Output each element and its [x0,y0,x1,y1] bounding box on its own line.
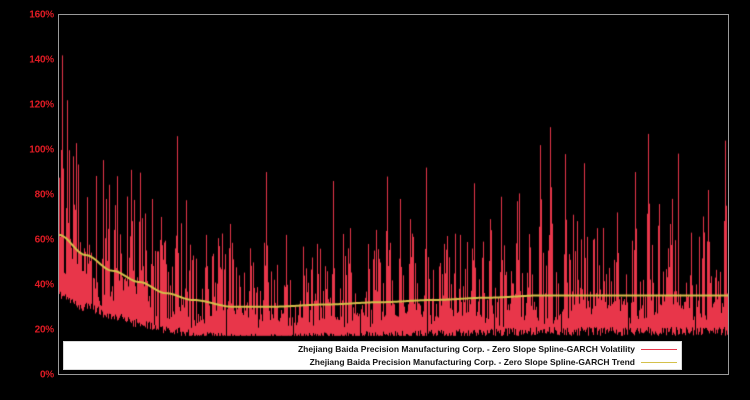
legend-row-trend: Zhejiang Baida Precision Manufacturing C… [64,356,677,369]
y-tick-label: 40% [34,279,55,291]
y-tick-label: 160% [29,9,54,21]
legend-swatch-trend [641,361,677,363]
y-tick-label: 0% [39,369,54,381]
legend-label-volatility: Zhejiang Baida Precision Manufacturing C… [297,343,635,354]
legend-label-trend: Zhejiang Baida Precision Manufacturing C… [309,356,635,367]
chart-legend: Zhejiang Baida Precision Manufacturing C… [63,341,682,370]
y-tick-label: 120% [29,99,54,111]
y-tick-label: 60% [34,234,55,246]
y-axis: 160% 140% 120% 100% 80% 60% 40% 20% 0% [0,0,58,400]
y-tick-label: 80% [34,189,55,201]
plot-area [58,14,729,375]
legend-row-volatility: Zhejiang Baida Precision Manufacturing C… [64,343,677,356]
y-tick-label: 100% [29,144,54,156]
legend-swatch-volatility [641,348,677,350]
y-tick-label: 140% [29,54,54,66]
y-tick-label: 20% [34,324,55,336]
series-canvas [59,15,728,374]
